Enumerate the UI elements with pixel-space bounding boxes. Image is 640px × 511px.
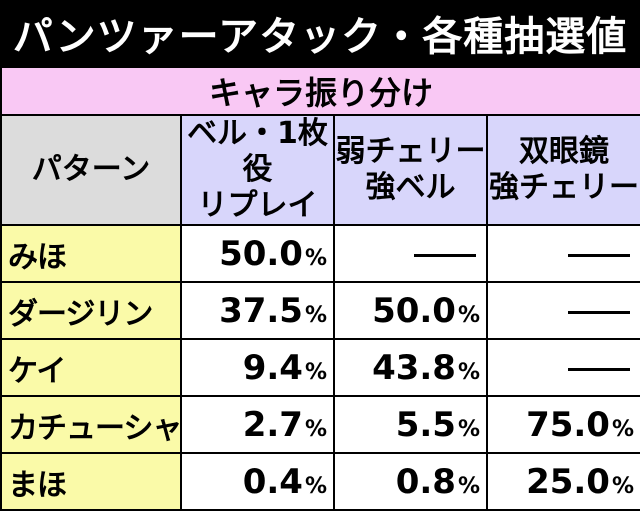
percent-sign: %: [304, 245, 327, 271]
percent-sign: %: [457, 359, 480, 385]
probability-cell: 0.8%: [333, 452, 488, 511]
probability-value: 9.4: [242, 347, 303, 388]
probability-cell: [485, 338, 640, 397]
header-cherry-bell: 弱チェリー 強ベル: [333, 114, 488, 226]
percent-sign: %: [304, 302, 327, 328]
probability-cell: 50.0%: [180, 224, 335, 283]
header-line: 弱チェリー: [335, 134, 486, 169]
percent-sign: %: [611, 473, 635, 499]
header-line: ベル・1枚役: [187, 116, 328, 187]
probability-cell: 37.5%: [180, 281, 335, 340]
percent-sign: %: [457, 302, 480, 328]
no-value-dash: [568, 310, 631, 314]
table-row: まほ 0.4% 0.8% 25.0%: [0, 452, 640, 511]
no-value-dash: [568, 253, 631, 257]
percent-sign: %: [611, 416, 635, 442]
character-name: ケイ: [0, 338, 182, 397]
probability-value: 50.0: [219, 233, 303, 274]
page-title: パンツァーアタック・各種抽選値: [0, 0, 640, 66]
table-row: ケイ 9.4% 43.8%: [0, 338, 640, 397]
probability-cell: 75.0%: [485, 395, 640, 454]
probability-cell: 25.0%: [485, 452, 640, 511]
header-pattern: パターン: [0, 114, 182, 226]
probability-value: 25.0: [526, 461, 610, 502]
probability-value: 2.7: [242, 404, 303, 445]
table-row: カチューシャ 2.7% 5.5% 75.0%: [0, 395, 640, 454]
probability-value: 0.4: [242, 461, 303, 502]
probability-value: 43.8: [372, 347, 456, 388]
header-binocular-cherry: 双眼鏡 強チェリー: [485, 114, 640, 226]
header-line: 強ベル: [365, 170, 456, 205]
probability-value: 50.0: [372, 290, 456, 331]
probability-value: 75.0: [526, 404, 610, 445]
probability-cell: 0.4%: [180, 452, 335, 511]
percent-sign: %: [304, 359, 327, 385]
character-name: みほ: [0, 224, 182, 283]
table-subtitle: キャラ振り分け: [0, 66, 640, 116]
probability-cell: 43.8%: [333, 338, 488, 397]
probability-cell: 5.5%: [333, 395, 488, 454]
probability-cell: 2.7%: [180, 395, 335, 454]
header-line: リプレイ: [197, 188, 318, 223]
header-bell-replay: ベル・1枚役 リプレイ: [180, 114, 335, 226]
lottery-table: キャラ振り分け パターン ベル・1枚役 リプレイ 弱チェリー 強ベル 双眼鏡 強…: [0, 66, 640, 511]
character-name: まほ: [0, 452, 182, 511]
character-name: ダージリン: [0, 281, 182, 340]
probability-cell: 9.4%: [180, 338, 335, 397]
probability-value: 37.5: [219, 290, 303, 331]
probability-cell: [485, 224, 640, 283]
percent-sign: %: [304, 416, 327, 442]
percent-sign: %: [304, 473, 327, 499]
no-value-dash: [414, 253, 476, 257]
percent-sign: %: [457, 416, 480, 442]
header-line: 強チェリー: [489, 170, 639, 205]
header-line: 双眼鏡: [519, 134, 609, 169]
probability-cell: [485, 281, 640, 340]
probability-cell: [333, 224, 488, 283]
percent-sign: %: [457, 473, 480, 499]
character-name: カチューシャ: [0, 395, 182, 454]
table-row: みほ 50.0%: [0, 224, 640, 283]
probability-value: 0.8: [395, 461, 456, 502]
probability-value: 5.5: [395, 404, 456, 445]
table-row: ダージリン 37.5% 50.0%: [0, 281, 640, 340]
probability-cell: 50.0%: [333, 281, 488, 340]
no-value-dash: [568, 367, 631, 371]
